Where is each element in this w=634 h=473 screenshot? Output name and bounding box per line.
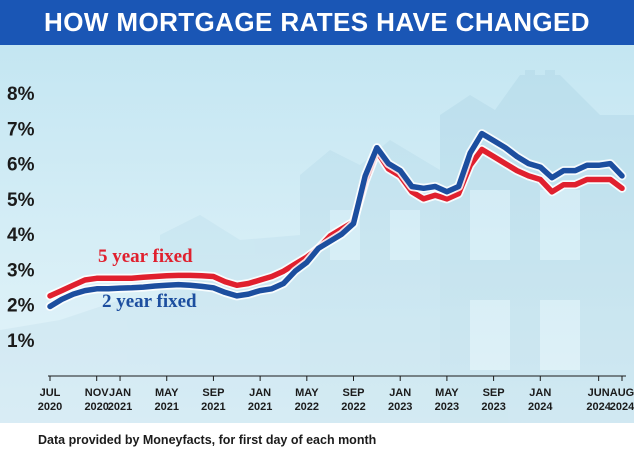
y-tick-label: 2% bbox=[7, 296, 35, 317]
x-tick-label: MAY bbox=[155, 387, 179, 399]
x-tick-label: SEP bbox=[343, 387, 365, 399]
x-tick-label: JAN bbox=[529, 387, 551, 399]
y-tick-label: 6% bbox=[7, 155, 35, 176]
title-bar: HOW MORTGAGE RATES HAVE CHANGED bbox=[0, 0, 634, 45]
x-tick-label: AUG bbox=[610, 387, 634, 399]
x-tick-label-year: 2020 bbox=[84, 401, 108, 413]
x-tick-label: MAY bbox=[435, 387, 459, 399]
y-tick-label: 5% bbox=[7, 190, 35, 211]
x-tick-label: JAN bbox=[249, 387, 271, 399]
x-tick-label-year: 2024 bbox=[528, 401, 553, 413]
chart-title: HOW MORTGAGE RATES HAVE CHANGED bbox=[44, 7, 590, 37]
x-tick-label-year: 2024 bbox=[610, 401, 634, 413]
x-tick-label-year: 2023 bbox=[481, 401, 505, 413]
y-tick-label: 7% bbox=[7, 119, 35, 140]
y-tick-label: 4% bbox=[7, 225, 35, 246]
y-axis: 1% 2% 3% 4% 5% 6% 7% 8% bbox=[7, 84, 35, 352]
x-tick-label-year: 2023 bbox=[388, 401, 412, 413]
series-label-two-year: 2 year fixed bbox=[102, 291, 197, 312]
series-label-five-year: 5 year fixed bbox=[98, 246, 193, 267]
x-tick-label: JAN bbox=[109, 387, 131, 399]
plot-background bbox=[0, 45, 634, 425]
x-axis: JUL2020NOV2020JAN2021MAY2021SEP2021JAN20… bbox=[38, 375, 634, 413]
series-line bbox=[47, 130, 625, 310]
x-tick-label: NOV bbox=[85, 387, 110, 399]
y-tick-label: 3% bbox=[7, 260, 35, 281]
x-tick-label: SEP bbox=[483, 387, 505, 399]
footer-band bbox=[0, 423, 634, 473]
series-line bbox=[47, 146, 625, 299]
x-tick-label: JUL bbox=[40, 387, 61, 399]
series-labels: 5 year fixed 2 year fixed bbox=[98, 246, 197, 312]
x-tick-label-year: 2022 bbox=[295, 401, 319, 413]
x-tick-label-year: 2022 bbox=[341, 401, 365, 413]
source-note: Data provided by Moneyfacts, for first d… bbox=[38, 433, 377, 447]
x-tick-label: MAY bbox=[295, 387, 319, 399]
x-tick-label-year: 2023 bbox=[435, 401, 459, 413]
x-tick-label-year: 2020 bbox=[38, 401, 62, 413]
x-tick-label-year: 2024 bbox=[586, 401, 611, 413]
x-tick-label: SEP bbox=[202, 387, 224, 399]
chart-svg: 1%2%3%4%5%6%7%8% JUL2020NOV2020JAN2021MA… bbox=[0, 45, 634, 425]
x-tick-label-year: 2021 bbox=[154, 401, 178, 413]
x-tick-label-year: 2021 bbox=[248, 401, 272, 413]
y-tick-label: 8% bbox=[7, 84, 35, 105]
series-layer bbox=[45, 129, 627, 311]
x-tick-label-year: 2021 bbox=[108, 401, 132, 413]
y-tick-label: 1% bbox=[7, 331, 35, 352]
x-tick-label: JAN bbox=[389, 387, 411, 399]
x-tick-label: JUN bbox=[588, 387, 610, 399]
x-tick-label-year: 2021 bbox=[201, 401, 225, 413]
